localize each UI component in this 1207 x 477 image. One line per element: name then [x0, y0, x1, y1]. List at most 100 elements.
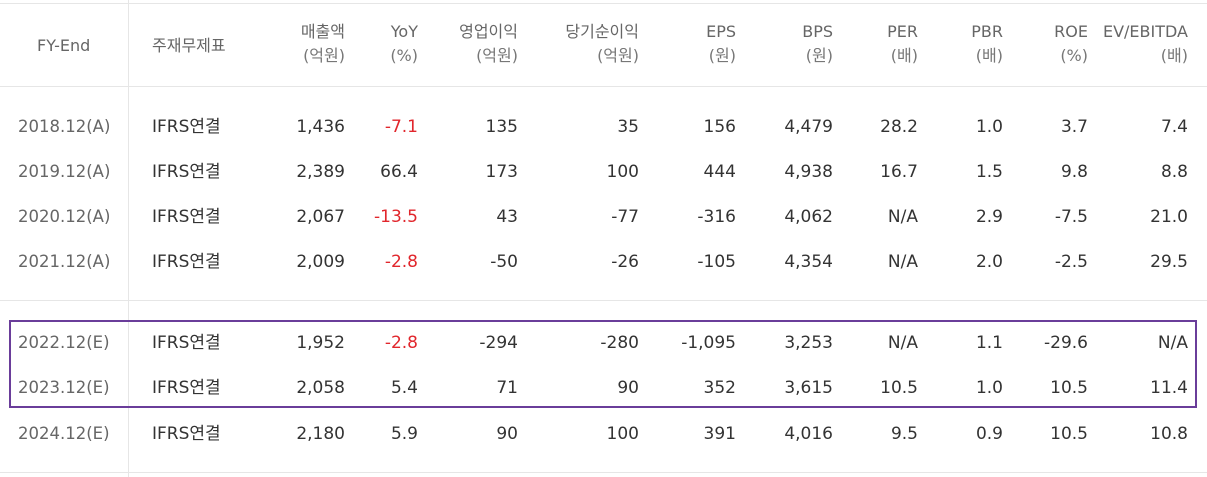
cell-roe: 10.5: [1050, 378, 1088, 398]
cell-per: N/A: [887, 333, 918, 353]
cell-eps: -1,095: [681, 333, 736, 353]
cell-pbr: 1.1: [975, 333, 1003, 353]
cell-operating-profit: 43: [496, 207, 518, 227]
header-per-name: PER: [887, 22, 918, 41]
header-eps-unit: (원): [708, 46, 736, 65]
row-statement: IFRS연결: [152, 424, 221, 444]
cell-per: N/A: [887, 207, 918, 227]
cell-ev-ebitda: N/A: [1157, 333, 1188, 353]
cell-pbr: 1.0: [975, 378, 1003, 398]
row-fy-end: 2021.12(A): [18, 252, 111, 271]
row-statement: IFRS연결: [152, 117, 221, 137]
row-fy-end: 2023.12(E): [18, 378, 110, 397]
cell-revenue: 2,389: [296, 162, 345, 182]
cell-ev-ebitda: 11.4: [1150, 378, 1188, 398]
cell-eps: 444: [703, 162, 736, 182]
cell-ev-ebitda: 7.4: [1160, 117, 1188, 137]
header-eps: EPS (원): [706, 20, 736, 68]
cell-per: 10.5: [880, 378, 918, 398]
header-net-income-unit: (억원): [597, 46, 639, 65]
header-roe-unit: (%): [1060, 46, 1088, 65]
cell-yoy: -7.1: [384, 117, 418, 137]
cell-pbr: 1.0: [975, 117, 1003, 137]
cell-per: N/A: [887, 252, 918, 272]
cell-net-income: -77: [611, 207, 639, 227]
cell-pbr: 1.5: [975, 162, 1003, 182]
cell-yoy: 5.9: [390, 424, 418, 444]
header-operating-profit-unit: (억원): [476, 46, 518, 65]
cell-operating-profit: 71: [496, 378, 518, 398]
cell-yoy: -2.8: [384, 333, 418, 353]
header-revenue-name: 매출액: [300, 22, 345, 41]
header-operating-profit-name: 영업이익: [459, 22, 518, 41]
cell-net-income: 100: [606, 424, 639, 444]
cell-revenue: 2,067: [296, 207, 345, 227]
cell-net-income: 90: [617, 378, 639, 398]
header-bps-name: BPS: [802, 22, 833, 41]
cell-roe: 3.7: [1060, 117, 1088, 137]
cell-operating-profit: -50: [490, 252, 518, 272]
header-ev-ebitda-unit: (배): [1160, 46, 1188, 65]
cell-net-income: -26: [611, 252, 639, 272]
cell-roe: -29.6: [1044, 333, 1088, 353]
row-statement: IFRS연결: [152, 378, 221, 398]
table-top-border: [0, 3, 1207, 4]
cell-bps: 4,062: [784, 207, 833, 227]
estimate-highlight-box: [9, 320, 1197, 408]
header-yoy: YoY (%): [390, 20, 418, 68]
cell-eps: 156: [703, 117, 736, 137]
header-pbr-unit: (배): [975, 46, 1003, 65]
table-bottom-border: [0, 472, 1207, 473]
header-roe-name: ROE: [1054, 22, 1088, 41]
cell-revenue: 2,009: [296, 252, 345, 272]
cell-yoy: -2.8: [384, 252, 418, 272]
header-yoy-unit: (%): [390, 46, 418, 65]
header-yoy-name: YoY: [390, 22, 418, 41]
header-net-income-name: 당기순이익: [565, 22, 639, 41]
cell-pbr: 2.0: [975, 252, 1003, 272]
cell-operating-profit: 90: [496, 424, 518, 444]
actual-section-bottom-border: [0, 300, 1207, 301]
cell-net-income: 100: [606, 162, 639, 182]
header-roe: ROE (%): [1054, 20, 1088, 68]
header-ev-ebitda: EV/EBITDA (배): [1103, 20, 1188, 68]
cell-bps: 4,016: [784, 424, 833, 444]
row-statement: IFRS연결: [152, 252, 221, 272]
header-bps: BPS (원): [802, 20, 833, 68]
cell-ev-ebitda: 21.0: [1150, 207, 1188, 227]
row-fy-end: 2020.12(A): [18, 207, 111, 226]
cell-roe: 9.8: [1060, 162, 1088, 182]
cell-eps: 352: [703, 378, 736, 398]
row-statement: IFRS연결: [152, 207, 221, 227]
row-statement: IFRS연결: [152, 333, 221, 353]
header-main-statement: 주재무제표: [152, 36, 226, 55]
cell-operating-profit: -294: [479, 333, 518, 353]
cell-revenue: 2,180: [296, 424, 345, 444]
row-fy-end: 2019.12(A): [18, 162, 111, 181]
cell-yoy: 66.4: [380, 162, 418, 182]
header-pbr-name: PBR: [971, 22, 1003, 41]
header-bps-unit: (원): [805, 46, 833, 65]
header-operating-profit: 영업이익 (억원): [459, 20, 518, 68]
cell-bps: 4,354: [784, 252, 833, 272]
row-fy-end: 2018.12(A): [18, 117, 111, 136]
cell-yoy: 5.4: [390, 378, 418, 398]
header-ev-ebitda-name: EV/EBITDA: [1102, 22, 1188, 41]
cell-bps: 4,479: [784, 117, 833, 137]
cell-per: 28.2: [880, 117, 918, 137]
cell-roe: 10.5: [1050, 424, 1088, 444]
cell-revenue: 2,058: [296, 378, 345, 398]
cell-bps: 3,615: [784, 378, 833, 398]
cell-pbr: 2.9: [975, 207, 1003, 227]
cell-eps: 391: [703, 424, 736, 444]
row-statement: IFRS연결: [152, 162, 221, 182]
cell-bps: 3,253: [784, 333, 833, 353]
cell-net-income: 35: [617, 117, 639, 137]
row-fy-end: 2022.12(E): [18, 333, 110, 352]
cell-roe: -2.5: [1054, 252, 1088, 272]
cell-ev-ebitda: 29.5: [1150, 252, 1188, 272]
cell-bps: 4,938: [784, 162, 833, 182]
header-per-unit: (배): [890, 46, 918, 65]
cell-eps: -105: [697, 252, 736, 272]
